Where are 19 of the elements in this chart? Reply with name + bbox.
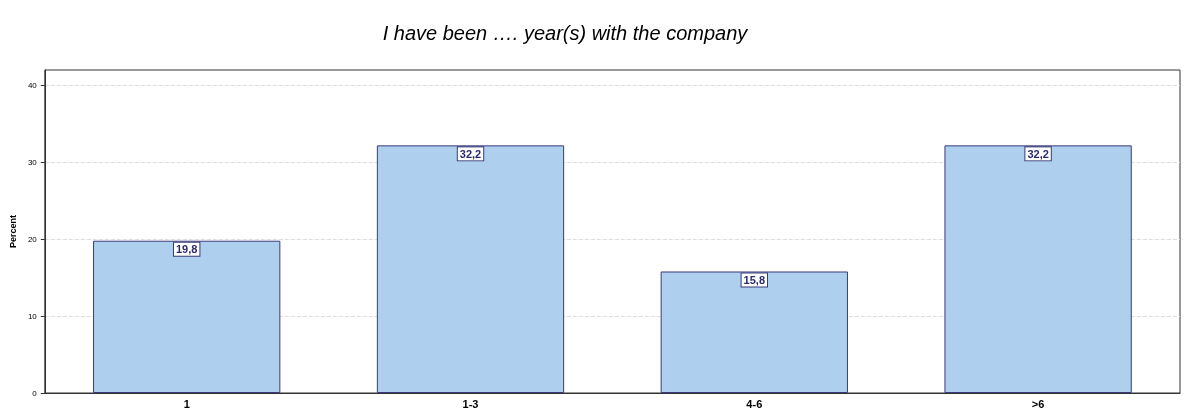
y-tick-label: 0: [32, 388, 38, 398]
y-tick-label: 30: [27, 157, 38, 167]
x-tick-label: 1-3: [462, 397, 479, 410]
bar: [944, 145, 1132, 393]
data-label: 32,2: [1027, 147, 1049, 160]
data-label: 15,8: [743, 273, 766, 286]
bar: [376, 145, 565, 393]
data-label: 19,8: [175, 243, 198, 256]
x-tick-label: 4-6: [746, 397, 763, 410]
bar: [660, 271, 848, 393]
y-tick-label: 10: [27, 311, 38, 321]
data-label: 32,2: [459, 147, 482, 160]
x-tick-label: 1: [183, 397, 190, 410]
y-tick-label: 40: [27, 80, 38, 90]
bar: [93, 240, 281, 393]
y-axis-title: Percent: [7, 214, 18, 249]
x-tick-label: >6: [1031, 397, 1045, 410]
chart-title: I have been …. year(s) with the company: [382, 22, 749, 44]
y-tick-label: 20: [27, 234, 38, 244]
